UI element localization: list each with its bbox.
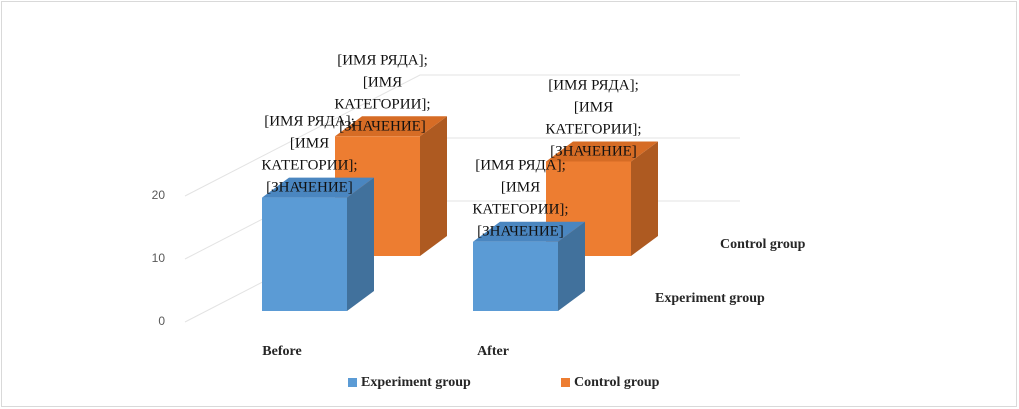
- bar-side: [347, 177, 374, 311]
- bar-side: [631, 141, 658, 256]
- data-label-line: [ИМЯ: [363, 75, 402, 91]
- data-label-line: [ИМЯ РЯДА];: [264, 114, 355, 130]
- data-label: [ИМЯ РЯДА]; [ИМЯ КАТЕГОРИИ]; [ЗНАЧЕНИЕ]: [545, 78, 641, 160]
- grid-line: [184, 74, 740, 197]
- data-label-line: [ИМЯ: [290, 136, 329, 152]
- y-tick-label: 20: [152, 188, 166, 202]
- data-label-line: [ЗНАЧЕНИЕ]: [339, 119, 426, 135]
- bar: [473, 241, 558, 311]
- data-label-line: [ЗНАЧЕНИЕ]: [550, 144, 637, 160]
- legend-label: Experiment group: [361, 375, 471, 390]
- data-label-line: КАТЕГОРИИ];: [334, 97, 430, 113]
- data-label-line: [ИМЯ РЯДА];: [548, 78, 639, 94]
- bar-top: [335, 116, 447, 137]
- data-label-line: [ЗНАЧЕНИЕ]: [266, 180, 353, 196]
- data-label-line: КАТЕГОРИИ];: [472, 202, 568, 218]
- legend-label: Control group: [574, 375, 660, 390]
- data-label-line: [ЗНАЧЕНИЕ]: [477, 224, 564, 240]
- data-label: [ИМЯ РЯДА]; [ИМЯ КАТЕГОРИИ]; [ЗНАЧЕНИЕ]: [472, 158, 568, 240]
- legend-swatch: [348, 378, 357, 387]
- bar-top: [546, 141, 658, 162]
- bar-top: [473, 221, 585, 242]
- data-label-line: [ИМЯ: [501, 180, 540, 196]
- data-label-line: КАТЕГОРИИ];: [545, 122, 641, 138]
- x-tick-label: After: [477, 344, 509, 359]
- bar-top: [262, 177, 374, 198]
- bar: [262, 197, 347, 311]
- depth-axis-label: Experiment group: [655, 291, 765, 306]
- depth-axis-label: Control group: [720, 237, 806, 252]
- data-label: [ИМЯ РЯДА]; [ИМЯ КАТЕГОРИИ]; [ЗНАЧЕНИЕ]: [261, 114, 357, 196]
- data-label-line: [ИМЯ РЯДА];: [337, 53, 428, 69]
- data-label-line: [ИМЯ: [574, 100, 613, 116]
- bar-side: [558, 221, 585, 311]
- data-label: [ИМЯ РЯДА]; [ИМЯ КАТЕГОРИИ]; [ЗНАЧЕНИЕ]: [334, 53, 430, 135]
- legend-swatch: [561, 378, 570, 387]
- data-label-line: КАТЕГОРИИ];: [261, 158, 357, 174]
- y-tick-label: 0: [158, 314, 165, 328]
- y-tick-label: 10: [152, 251, 166, 265]
- x-tick-label: Before: [262, 344, 301, 359]
- data-label-line: [ИМЯ РЯДА];: [475, 158, 566, 174]
- bar-side: [420, 116, 447, 256]
